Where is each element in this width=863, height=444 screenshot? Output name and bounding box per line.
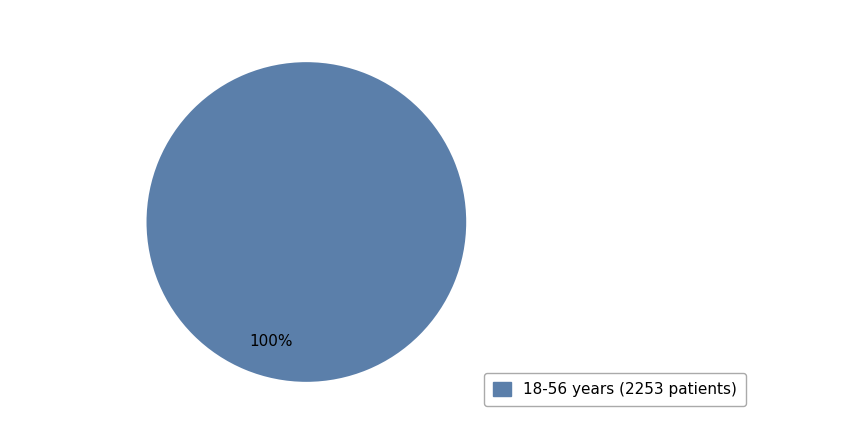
Legend: 18-56 years (2253 patients): 18-56 years (2253 patients) — [483, 373, 746, 406]
Wedge shape — [147, 62, 466, 382]
Text: 100%: 100% — [249, 334, 293, 349]
